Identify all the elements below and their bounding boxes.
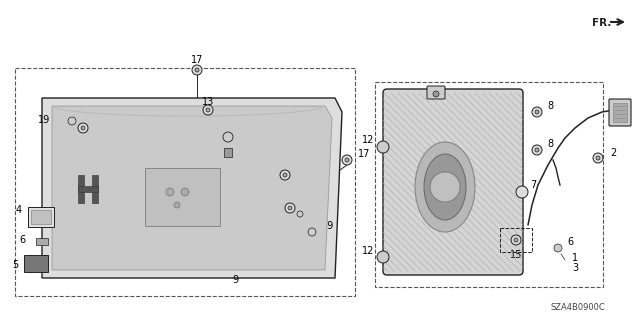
Circle shape	[297, 211, 303, 217]
Circle shape	[206, 108, 210, 112]
Text: 19: 19	[322, 221, 334, 231]
Text: 2: 2	[610, 148, 616, 158]
Text: 18: 18	[300, 198, 312, 208]
Circle shape	[81, 126, 85, 130]
Circle shape	[554, 244, 562, 252]
Bar	[31, 210, 51, 224]
Circle shape	[596, 156, 600, 160]
Bar	[92, 175, 98, 203]
Text: 11: 11	[84, 208, 96, 218]
Text: 13: 13	[202, 97, 214, 107]
Circle shape	[511, 235, 521, 245]
Bar	[375, 82, 603, 287]
Circle shape	[166, 188, 174, 196]
Circle shape	[223, 132, 233, 142]
Text: 15: 15	[510, 250, 522, 260]
Text: 12: 12	[362, 246, 374, 256]
Circle shape	[78, 123, 88, 133]
Text: 7: 7	[530, 180, 536, 190]
Circle shape	[535, 148, 539, 152]
Circle shape	[68, 117, 76, 125]
Bar	[28, 207, 54, 227]
Text: 17: 17	[358, 149, 371, 159]
Circle shape	[203, 105, 213, 115]
Circle shape	[593, 153, 603, 163]
Ellipse shape	[424, 154, 466, 220]
Ellipse shape	[415, 142, 475, 232]
Circle shape	[285, 203, 295, 213]
Bar	[24, 255, 48, 272]
Circle shape	[280, 170, 290, 180]
Circle shape	[345, 158, 349, 162]
Circle shape	[308, 228, 316, 236]
Circle shape	[181, 188, 189, 196]
Circle shape	[288, 206, 292, 210]
Text: 10: 10	[300, 213, 312, 223]
Text: 1: 1	[572, 253, 578, 263]
Bar	[36, 238, 48, 245]
Circle shape	[516, 186, 528, 198]
Circle shape	[174, 202, 180, 208]
FancyBboxPatch shape	[427, 86, 445, 99]
Text: SZA4B0900C: SZA4B0900C	[550, 303, 605, 313]
Circle shape	[192, 65, 202, 75]
Text: 18: 18	[54, 111, 66, 121]
Bar	[78, 186, 98, 192]
Circle shape	[283, 173, 287, 177]
Text: 9: 9	[232, 275, 238, 285]
Bar	[78, 175, 84, 203]
Text: 6: 6	[19, 235, 25, 245]
Text: 4: 4	[16, 205, 22, 215]
Circle shape	[377, 251, 389, 263]
Bar	[500, 228, 532, 252]
Text: 16: 16	[232, 147, 244, 157]
Bar	[145, 168, 220, 226]
Circle shape	[514, 238, 518, 242]
Text: 12: 12	[362, 135, 374, 145]
Text: 14: 14	[222, 124, 234, 134]
Circle shape	[377, 141, 389, 153]
Circle shape	[532, 107, 542, 117]
Circle shape	[430, 172, 460, 202]
Polygon shape	[52, 106, 332, 270]
Text: 13: 13	[279, 161, 291, 171]
Text: FR.: FR.	[592, 18, 611, 28]
Text: 6: 6	[567, 237, 573, 247]
Circle shape	[535, 110, 539, 114]
Text: 8: 8	[547, 139, 553, 149]
Polygon shape	[42, 98, 342, 278]
Text: 19: 19	[38, 115, 51, 125]
Text: 10: 10	[54, 121, 66, 131]
Circle shape	[342, 155, 352, 165]
Text: 3: 3	[572, 263, 578, 273]
Text: 5: 5	[12, 260, 18, 270]
Circle shape	[532, 145, 542, 155]
FancyBboxPatch shape	[609, 99, 631, 126]
FancyBboxPatch shape	[383, 89, 523, 275]
Bar	[15, 68, 355, 296]
Text: 17: 17	[191, 55, 203, 65]
Text: 8: 8	[547, 101, 553, 111]
Bar	[224, 148, 232, 157]
Circle shape	[433, 91, 439, 97]
Circle shape	[195, 68, 199, 72]
Bar	[613, 103, 627, 122]
